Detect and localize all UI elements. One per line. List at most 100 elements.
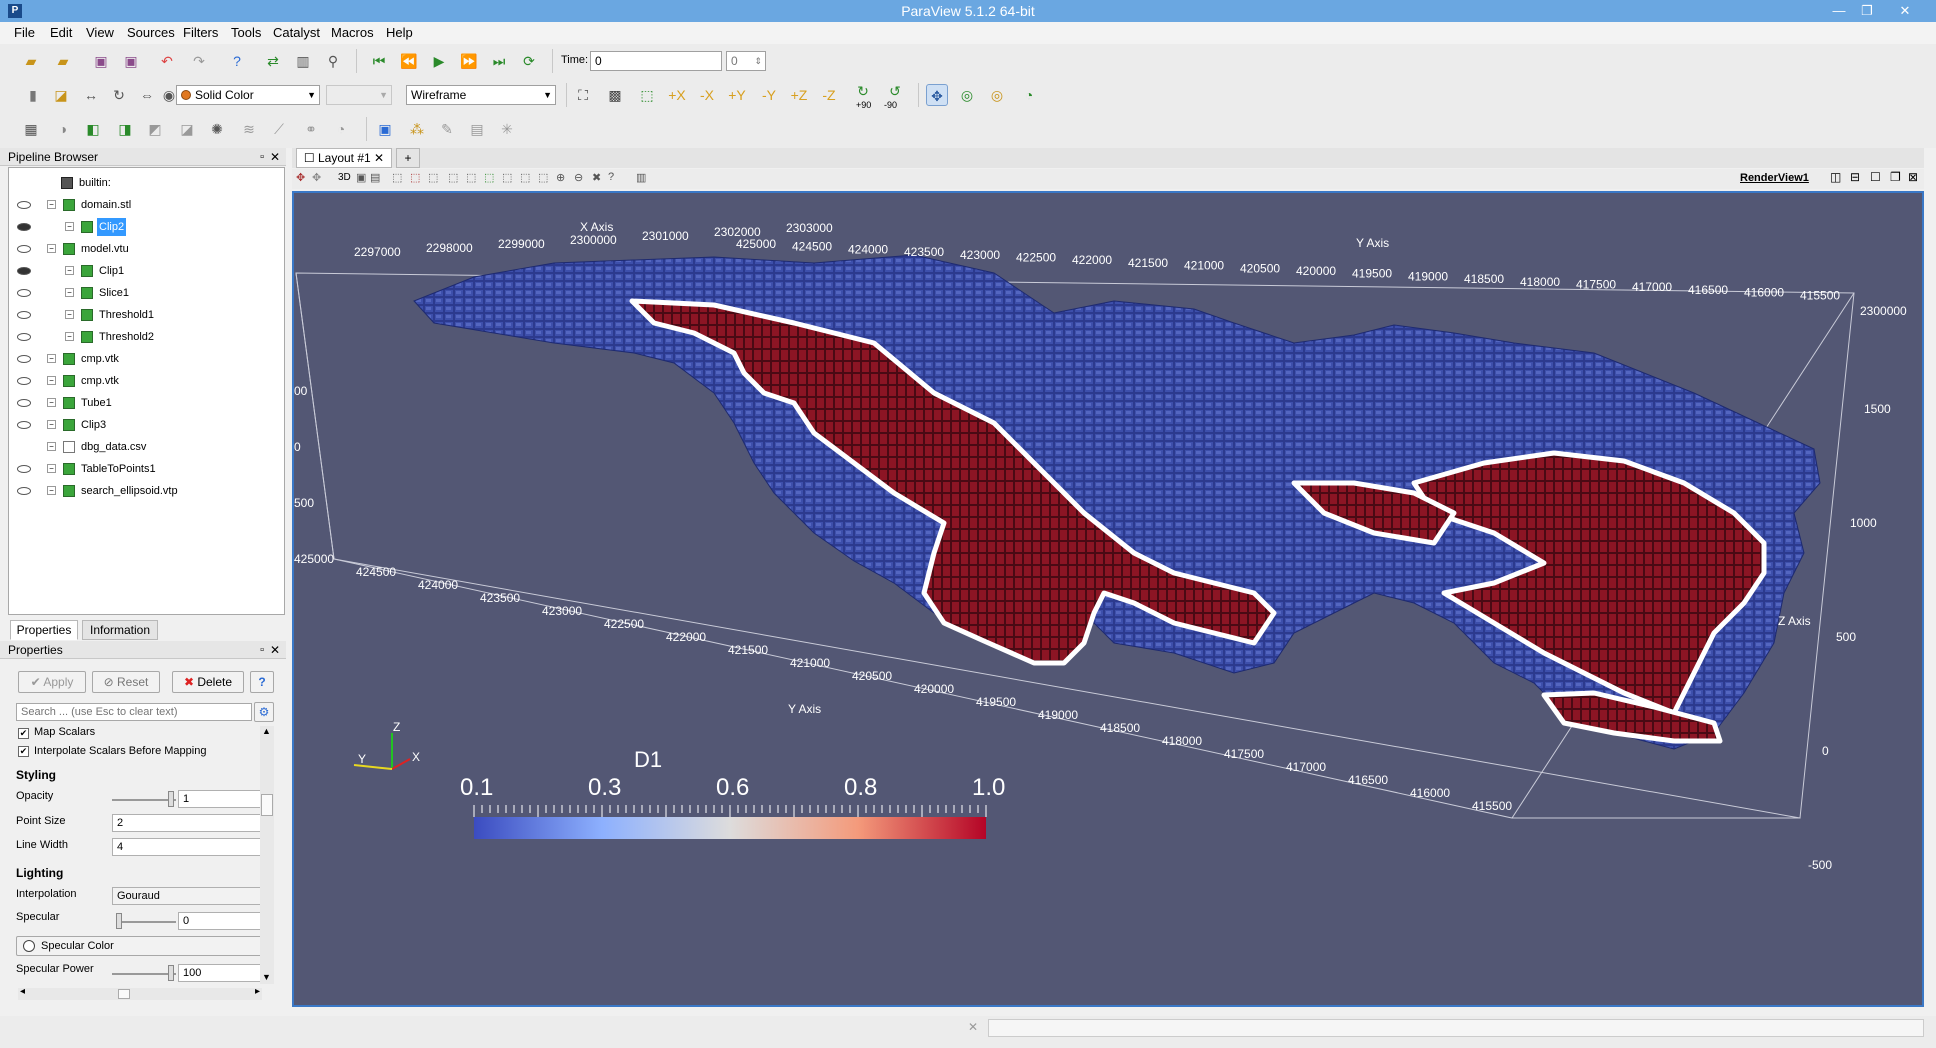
expand-collapse-icon[interactable]: − [47,442,56,451]
pipeline-item[interactable]: − Clip3 [9,416,279,434]
expand-collapse-icon[interactable]: − [47,464,56,473]
clip-icon[interactable]: ◧ [86,121,100,137]
visibility-eye-icon[interactable] [17,201,31,209]
vertical-scroll-thumb[interactable] [261,794,273,816]
select-blocks-icon[interactable]: ⬚ [466,172,477,184]
view-minus-z-icon[interactable]: -Z [822,87,836,103]
expand-collapse-icon[interactable]: − [65,288,74,297]
previous-frame-icon[interactable]: ⏪ [400,53,418,69]
capture-screenshot-icon[interactable]: ▣ [356,172,367,184]
map-scalars-checkbox[interactable]: ✔ [18,728,29,739]
disconnect-icon[interactable]: ▥ [296,53,310,69]
tab-layout-1[interactable]: ☐ Layout #1 ✕ [296,148,392,168]
view-help-icon[interactable]: ? [608,171,615,183]
expand-collapse-icon[interactable]: − [47,420,56,429]
specular-power-slider[interactable] [112,965,176,981]
pipeline-item[interactable]: − Clip1 [9,262,279,280]
status-close-icon[interactable]: ✕ [968,1020,979,1034]
menu-filters[interactable]: Filters [183,25,219,40]
pipeline-item[interactable]: − TableToPoints1 [9,460,279,478]
grow-selection-icon[interactable]: ⊕ [556,172,566,184]
loop-icon[interactable]: ⟳ [523,53,535,69]
specular-slider[interactable] [116,913,176,929]
warp-vector-icon[interactable]: ⟋ [274,121,284,137]
rotate-plus-90-icon[interactable]: ↻ [857,83,869,99]
visibility-eye-icon[interactable] [17,289,31,297]
delete-button[interactable]: ✖ Delete [172,671,244,693]
interpolation-dropdown[interactable]: Gouraud [112,887,268,905]
pipeline-item[interactable]: − dbg_data.csv [9,438,279,456]
select-frustum-points-icon[interactable]: ⬚ [428,172,439,184]
menu-help[interactable]: Help [386,25,413,40]
properties-vertical-scrollbar[interactable]: ▲ ▼ [260,726,274,984]
toggle-color-legend-icon[interactable]: ▮ [29,87,37,103]
view-plus-z-icon[interactable]: +Z [790,87,808,103]
zoom-to-data-icon[interactable]: ▩ [608,87,622,103]
time-input[interactable]: 0 [590,51,722,71]
scroll-right-icon[interactable]: ▸ [254,986,260,997]
interactive-select-icon[interactable]: ✎ [441,121,453,137]
close-tab-icon[interactable]: ✕ [370,151,385,165]
undo-icon[interactable]: ↶ [161,53,173,69]
visibility-eye-icon[interactable] [17,333,31,341]
properties-horizontal-scrollbar[interactable]: ◂ ▸ [18,986,262,1000]
pipeline-item[interactable]: − Tube1 [9,394,279,412]
expand-collapse-icon[interactable]: − [65,222,74,231]
render-view[interactable]: X Axis Y Axis Y Axis Z Axis 2300000 2297… [292,191,1924,1007]
interaction-mode-icon[interactable]: ✥ [926,84,948,106]
select-frustum-cells-icon[interactable]: ⬚ [410,172,421,184]
last-frame-icon[interactable]: ⏭ [492,53,506,69]
specular-input[interactable]: 0 [178,912,268,930]
help-icon[interactable]: ? [233,53,241,69]
maximize-view-icon[interactable]: ☐ [1870,170,1881,184]
pick-center-icon[interactable]: ◔ [1024,87,1034,103]
camera-redo-icon[interactable]: ✥ [312,172,322,184]
rescale-visible-icon[interactable]: ⇔ [140,87,154,103]
close-window-button[interactable]: ✕ [1899,3,1911,18]
restore-view-icon[interactable]: ❐ [1890,170,1901,184]
reset-center-icon[interactable]: ◎ [990,87,1004,103]
rescale-range-icon[interactable]: ↔ [84,87,98,103]
pipeline-item[interactable]: − model.vtu [9,240,279,258]
split-vertical-icon[interactable]: ⊟ [1850,170,1861,184]
select-cells-icon[interactable]: ▣ [378,121,392,137]
undock-icon[interactable]: ▫ [260,644,264,656]
properties-search-input[interactable] [16,703,252,721]
open-file-icon[interactable]: ▰ [25,53,37,69]
visibility-eye-icon[interactable] [17,355,31,363]
pipeline-item[interactable]: − cmp.vtk [9,350,279,368]
expand-collapse-icon[interactable]: − [65,310,74,319]
group-datasets-icon[interactable]: ⚭ [305,121,317,137]
minimize-button[interactable]: — [1832,3,1846,18]
rescale-temporal-icon[interactable]: ◉ [162,87,176,103]
select-points-icon[interactable]: ⁂ [410,121,424,137]
extract-subset-icon[interactable]: ◪ [180,121,194,137]
find-data-icon[interactable]: ⚲ [327,53,339,69]
pipeline-item[interactable]: − domain.stl [9,196,279,214]
pipeline-item[interactable]: builtin: [9,174,279,192]
visibility-eye-icon[interactable] [17,267,31,275]
visibility-eye-icon[interactable] [17,465,31,473]
interactive-select-points-icon[interactable]: ⬚ [502,172,513,184]
specular-power-input[interactable]: 100 [178,964,268,982]
properties-help-button[interactable]: ? [250,671,274,693]
shrink-selection-icon[interactable]: ⊖ [574,172,584,184]
menu-file[interactable]: File [14,25,35,40]
save-state-icon[interactable]: ▣ [94,53,108,69]
color-by-dropdown[interactable]: Solid Color ▼ [176,85,320,105]
pipeline-item[interactable]: − Slice1 [9,284,279,302]
zoom-to-box-icon[interactable]: ⬚ [640,87,654,103]
point-size-input[interactable]: 2 [112,814,268,832]
specular-color-button[interactable]: Specular Color [16,936,270,956]
pipeline-item[interactable]: − Threshold2 [9,328,279,346]
reset-button[interactable]: ⊘ Reset [92,671,160,693]
clear-view-selection-icon[interactable]: ✖ [592,172,602,184]
interpolate-scalars-checkbox[interactable]: ✔ [18,746,29,757]
opacity-input[interactable]: 1 [178,790,268,808]
camera-undo-icon[interactable]: ✥ [296,172,306,184]
undock-icon[interactable]: ▫ [260,151,264,163]
edit-color-map-icon[interactable]: ◪ [54,87,68,103]
open-folder-icon[interactable]: ▰ [57,53,69,69]
menu-sources[interactable]: Sources [127,25,175,40]
scroll-up-icon[interactable]: ▲ [262,726,271,736]
